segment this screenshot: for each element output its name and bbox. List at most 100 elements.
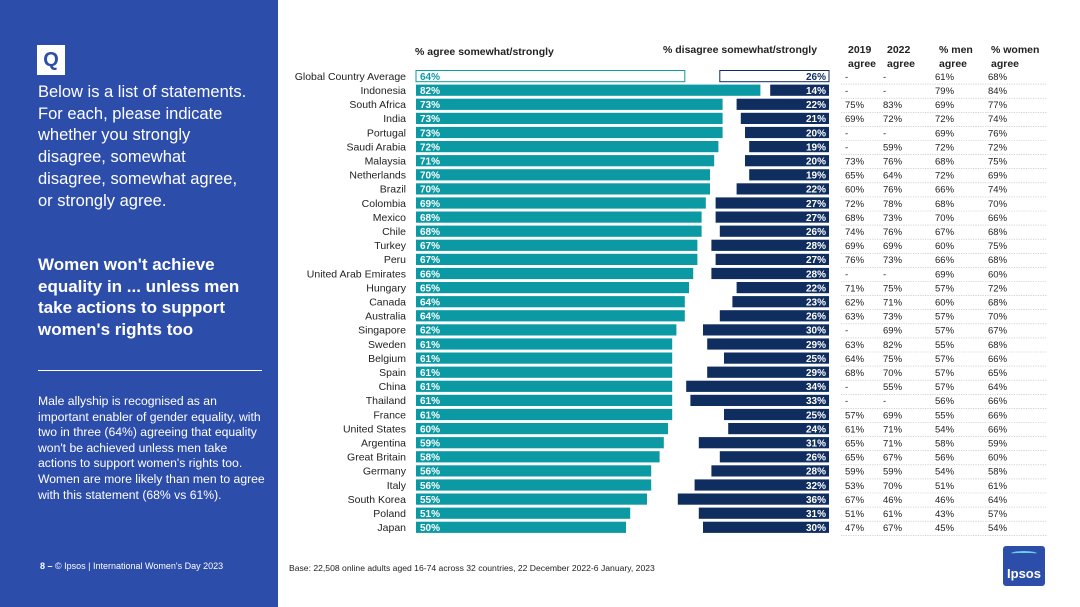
disagree-bar <box>749 169 829 181</box>
table-cell-women: 59% <box>988 439 1008 450</box>
disagree-bar <box>715 211 829 223</box>
agree-value-label: 70% <box>420 185 440 196</box>
table-cell-men: 72% <box>935 142 955 153</box>
table-cell-women: 67% <box>988 326 1008 337</box>
table-cell-y2022: - <box>883 86 886 97</box>
table-cell-y2019: - <box>845 269 848 280</box>
table-cell-men: 55% <box>935 340 955 351</box>
country-label: China <box>379 381 407 393</box>
table-cell-women: 75% <box>988 241 1008 252</box>
table-cell-y2019: 72% <box>845 199 865 210</box>
country-label: Chile <box>382 226 406 238</box>
table-cell-y2022: 70% <box>883 481 903 492</box>
agree-bar <box>416 479 652 491</box>
table-cell-y2022: 76% <box>883 227 903 238</box>
col-header-men: % men agree <box>939 44 973 70</box>
table-cell-y2022: 67% <box>883 523 903 534</box>
table-cell-y2022: 83% <box>883 100 903 111</box>
table-cell-y2019: - <box>845 128 848 139</box>
question-intro: Below is a list of statements. For each,… <box>38 83 247 210</box>
table-cell-men: 70% <box>935 213 955 224</box>
table-cell-y2019: - <box>845 382 848 393</box>
agree-bar <box>416 394 673 406</box>
disagree-bar <box>728 423 829 435</box>
table-cell-y2019: 65% <box>845 453 865 464</box>
table-cell-men: 56% <box>935 453 955 464</box>
disagree-bar <box>719 451 829 463</box>
table-cell-men: 66% <box>935 185 955 196</box>
agree-bar <box>416 493 647 505</box>
table-cell-women: 65% <box>988 368 1008 379</box>
country-label: Germany <box>363 466 407 478</box>
agree-bar <box>416 282 689 294</box>
disagree-bar <box>707 366 829 378</box>
table-cell-women: 70% <box>988 199 1008 210</box>
table-cell-y2022: 55% <box>883 382 903 393</box>
disagree-value-label: 26% <box>806 312 826 323</box>
table-cell-men: 43% <box>935 509 955 520</box>
agree-bar <box>416 408 673 421</box>
disagree-value-label: 24% <box>806 424 826 435</box>
agree-value-label: 73% <box>420 100 440 111</box>
disagree-value-label: 28% <box>806 241 826 252</box>
agree-bar <box>416 197 706 209</box>
country-label: Peru <box>384 254 406 266</box>
agree-bar <box>416 211 702 223</box>
disagree-bar <box>736 282 829 294</box>
table-cell-y2022: - <box>883 128 886 139</box>
table-cell-men: 57% <box>935 354 955 365</box>
disagree-bar <box>677 493 829 505</box>
table-cell-women: 74% <box>988 114 1008 125</box>
agree-value-label: 50% <box>420 523 440 534</box>
agree-bar <box>416 338 673 350</box>
disagree-value-label: 32% <box>806 481 826 492</box>
footer: 8 – © Ipsos | International Women's Day … <box>40 561 223 571</box>
table-cell-women: 54% <box>988 523 1008 534</box>
disagree-value-label: 34% <box>806 382 826 393</box>
country-label: South Africa <box>349 99 406 111</box>
col-header-women: % women agree <box>991 44 1040 70</box>
agree-bar <box>416 366 673 378</box>
agree-bar <box>416 507 631 519</box>
disagree-bar <box>715 197 829 209</box>
table-cell-men: 57% <box>935 312 955 323</box>
country-label: Hungary <box>366 282 406 294</box>
table-cell-y2019: 73% <box>845 157 865 168</box>
disagree-bar <box>724 352 829 364</box>
table-cell-y2019: 65% <box>845 171 865 182</box>
country-label: Colombia <box>362 198 407 210</box>
disagree-bar <box>690 394 829 406</box>
table-cell-y2022: 73% <box>883 213 903 224</box>
table-cell-y2019: 51% <box>845 509 865 520</box>
disagree-bar <box>736 183 829 195</box>
agree-bar <box>416 112 723 124</box>
disagree-bar <box>715 253 829 265</box>
table-cell-y2019: - <box>845 72 848 83</box>
table-cell-women: 64% <box>988 382 1008 393</box>
agree-bar <box>416 267 694 280</box>
agree-bar <box>415 70 686 83</box>
table-cell-y2019: 59% <box>845 467 865 478</box>
country-label: Global Country Average <box>295 71 406 83</box>
agree-bar <box>416 423 668 435</box>
table-cell-women: 77% <box>988 100 1008 111</box>
agree-bar <box>416 465 652 477</box>
agree-value-label: 59% <box>420 439 440 450</box>
table-cell-women: 61% <box>988 481 1008 492</box>
col-header-2019: 2019 agree <box>848 44 877 70</box>
table-cell-men: 68% <box>935 157 955 168</box>
agree-value-label: 72% <box>420 142 440 153</box>
table-cell-men: 54% <box>935 424 955 435</box>
table-cell-y2022: 76% <box>883 185 903 196</box>
table-cell-men: 57% <box>935 382 955 393</box>
table-cell-men: 72% <box>935 114 955 125</box>
table-cell-women: 69% <box>988 171 1008 182</box>
disagree-bar <box>698 507 829 519</box>
table-cell-men: 45% <box>935 523 955 534</box>
disagree-value-label: 21% <box>806 114 826 125</box>
country-label: India <box>383 113 406 125</box>
country-label: Malaysia <box>365 156 407 168</box>
table-cell-y2019: 61% <box>845 424 865 435</box>
table-cell-y2019: 75% <box>845 100 865 111</box>
disagree-value-label: 26% <box>806 227 826 238</box>
